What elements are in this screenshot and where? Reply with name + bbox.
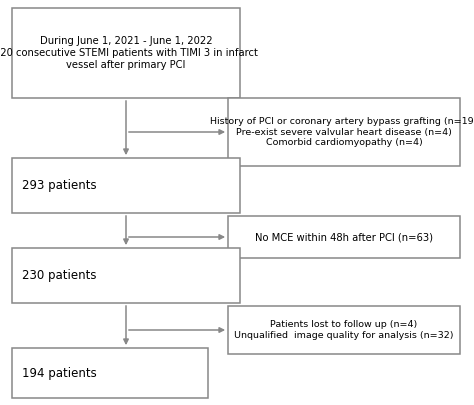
Text: 293 patients: 293 patients xyxy=(22,179,97,192)
Text: 230 patients: 230 patients xyxy=(22,269,97,282)
FancyBboxPatch shape xyxy=(228,216,460,258)
Text: No MCE within 48h after PCI (n=63): No MCE within 48h after PCI (n=63) xyxy=(255,232,433,242)
FancyBboxPatch shape xyxy=(12,158,240,213)
Text: Patients lost to follow up (n=4)
Unqualified  image quality for analysis (n=32): Patients lost to follow up (n=4) Unquali… xyxy=(234,320,454,340)
FancyBboxPatch shape xyxy=(12,248,240,303)
Text: 194 patients: 194 patients xyxy=(22,367,97,379)
FancyBboxPatch shape xyxy=(12,348,208,398)
Text: During June 1, 2021 - June 1, 2022
320 consecutive STEMI patients with TIMI 3 in: During June 1, 2021 - June 1, 2022 320 c… xyxy=(0,36,258,70)
FancyBboxPatch shape xyxy=(228,98,460,166)
FancyBboxPatch shape xyxy=(228,306,460,354)
Text: History of PCI or coronary artery bypass grafting (n=19)
Pre-exist severe valvul: History of PCI or coronary artery bypass… xyxy=(210,117,474,147)
FancyBboxPatch shape xyxy=(12,8,240,98)
